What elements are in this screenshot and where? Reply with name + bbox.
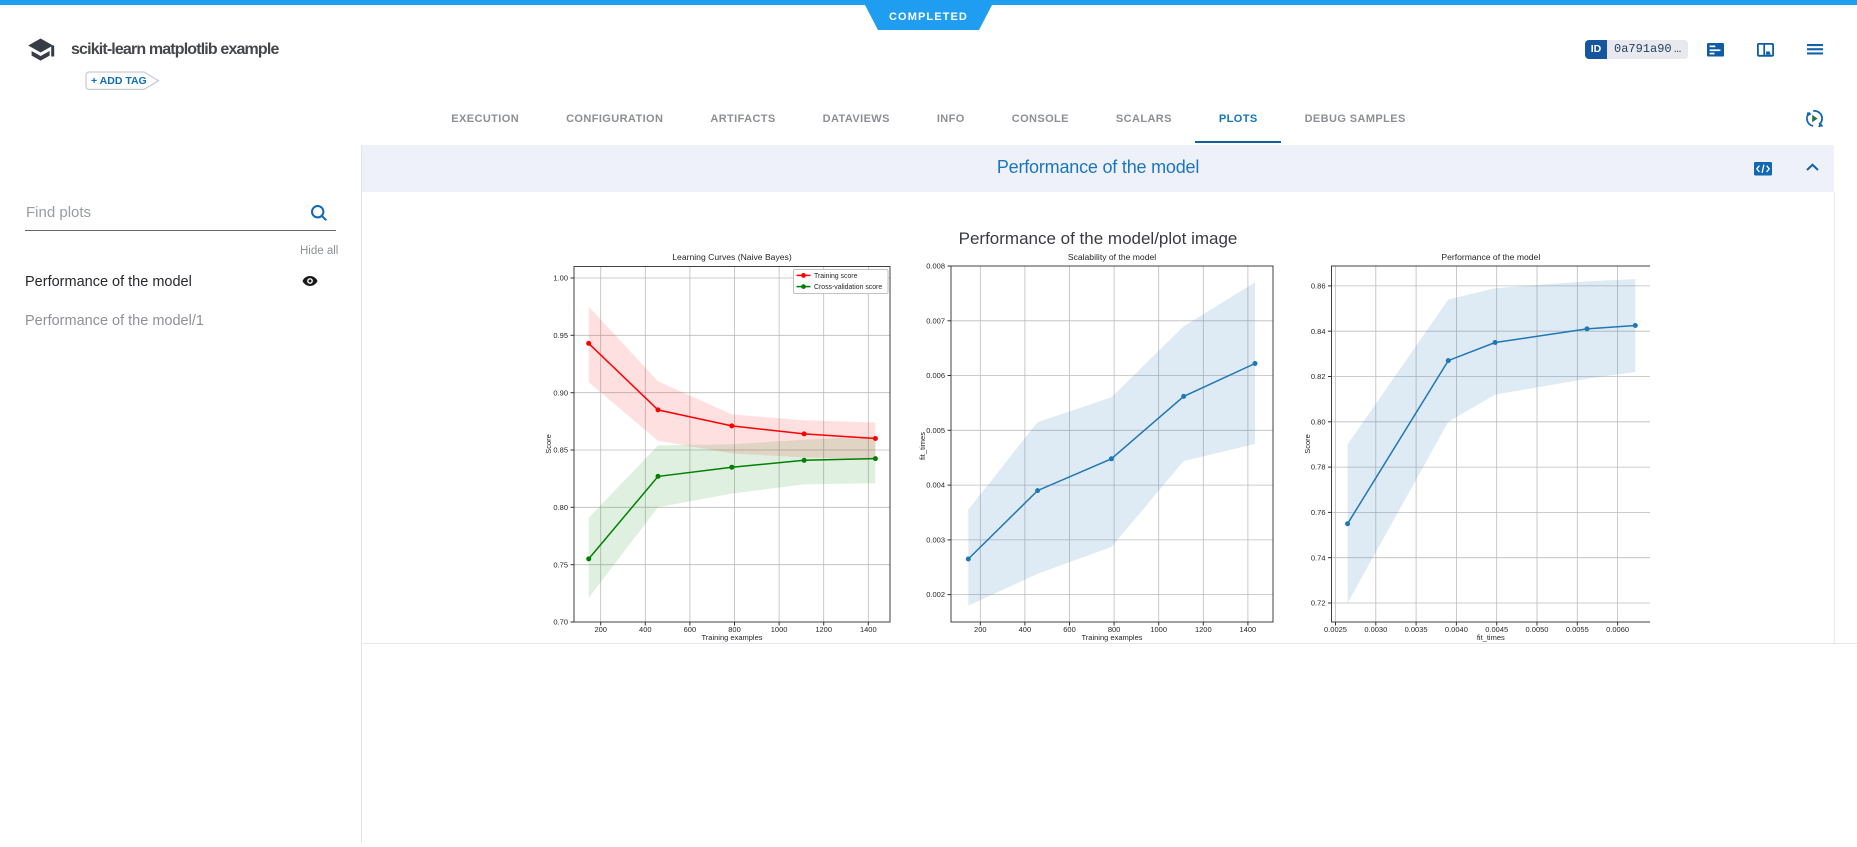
svg-text:0.0040: 0.0040 xyxy=(1445,625,1468,634)
svg-text:400: 400 xyxy=(1019,625,1032,634)
svg-text:Training examples: Training examples xyxy=(1082,633,1143,642)
svg-text:Cross-validation score: Cross-validation score xyxy=(814,284,882,291)
svg-text:0.84: 0.84 xyxy=(1311,327,1326,336)
svg-text:1000: 1000 xyxy=(1150,625,1167,634)
svg-text:0.80: 0.80 xyxy=(553,503,568,512)
svg-text:0.0045: 0.0045 xyxy=(1485,625,1508,634)
svg-text:0.86: 0.86 xyxy=(1311,282,1326,291)
svg-text:1.00: 1.00 xyxy=(553,274,568,283)
svg-text:0.0060: 0.0060 xyxy=(1606,625,1629,634)
svg-text:1200: 1200 xyxy=(815,625,832,634)
svg-text:0.002: 0.002 xyxy=(926,590,945,599)
svg-text:0.80: 0.80 xyxy=(1311,417,1326,426)
svg-text:0.90: 0.90 xyxy=(553,388,568,397)
svg-text:1400: 1400 xyxy=(1240,625,1257,634)
svg-text:0.004: 0.004 xyxy=(926,481,945,490)
svg-text:0.003: 0.003 xyxy=(926,536,945,545)
svg-text:fit_times: fit_times xyxy=(1477,633,1505,642)
svg-text:Learning Curves (Naive Bayes): Learning Curves (Naive Bayes) xyxy=(672,252,792,262)
svg-text:Performance of the model: Performance of the model xyxy=(1441,252,1540,262)
svg-text:Score: Score xyxy=(544,434,553,454)
svg-text:0.76: 0.76 xyxy=(1311,508,1326,517)
svg-text:fit_times: fit_times xyxy=(918,432,927,460)
svg-text:0.75: 0.75 xyxy=(553,560,568,569)
svg-text:0.0050: 0.0050 xyxy=(1526,625,1549,634)
svg-text:Scalability of the model: Scalability of the model xyxy=(1068,252,1156,262)
svg-text:0.008: 0.008 xyxy=(926,262,945,271)
svg-text:400: 400 xyxy=(639,625,652,634)
svg-text:0.0030: 0.0030 xyxy=(1364,625,1387,634)
svg-text:0.006: 0.006 xyxy=(926,371,945,380)
svg-text:800: 800 xyxy=(1108,625,1121,634)
svg-text:0.78: 0.78 xyxy=(1311,463,1326,472)
svg-text:800: 800 xyxy=(728,625,741,634)
svg-text:0.95: 0.95 xyxy=(553,331,568,340)
svg-text:1400: 1400 xyxy=(860,625,877,634)
svg-text:Training examples: Training examples xyxy=(702,633,763,642)
svg-text:200: 200 xyxy=(974,625,987,634)
svg-text:0.85: 0.85 xyxy=(553,446,568,455)
svg-text:600: 600 xyxy=(1063,625,1076,634)
svg-text:0.007: 0.007 xyxy=(926,316,945,325)
svg-text:Score: Score xyxy=(1303,434,1312,454)
svg-text:0.70: 0.70 xyxy=(553,618,568,627)
svg-text:0.72: 0.72 xyxy=(1311,599,1326,608)
svg-text:1000: 1000 xyxy=(771,625,788,634)
svg-text:600: 600 xyxy=(684,625,697,634)
svg-text:0.0025: 0.0025 xyxy=(1324,625,1347,634)
svg-text:200: 200 xyxy=(594,625,607,634)
svg-text:0.82: 0.82 xyxy=(1311,372,1326,381)
svg-text:Training score: Training score xyxy=(814,273,858,280)
svg-text:0.005: 0.005 xyxy=(926,426,945,435)
svg-text:0.74: 0.74 xyxy=(1311,553,1326,562)
svg-text:0.0055: 0.0055 xyxy=(1566,625,1589,634)
svg-text:0.0035: 0.0035 xyxy=(1405,625,1428,634)
svg-text:1200: 1200 xyxy=(1195,625,1212,634)
